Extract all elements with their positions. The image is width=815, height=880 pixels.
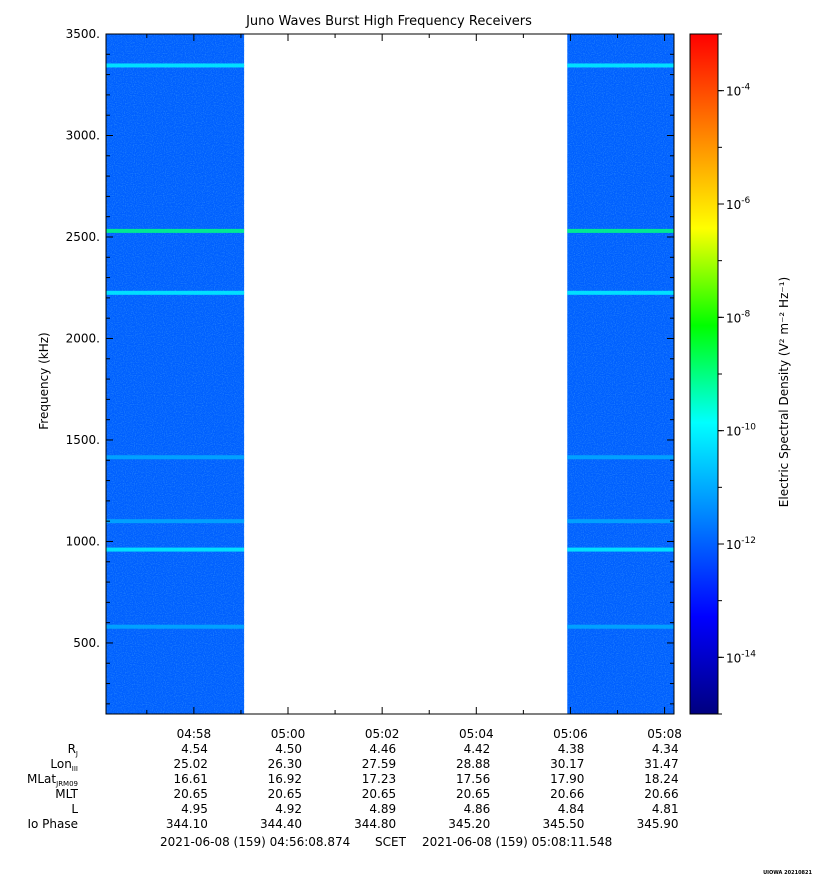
ephemeris-row-label: MLT bbox=[55, 787, 78, 801]
ephemeris-value: 4.84 bbox=[558, 802, 585, 816]
colorbar-ticks: 10-4 10-6 10-8 10-10 10-12 10-14 bbox=[718, 33, 756, 715]
y-axis-label: Frequency (kHz) bbox=[37, 332, 51, 429]
ephemeris-value: 4.54 bbox=[181, 742, 208, 756]
colorbar: 10-4 10-6 10-8 10-10 10-12 10-14 Electric Spe… bbox=[689, 33, 791, 715]
credit-stamp: UIOWA 20210821 bbox=[763, 870, 812, 876]
emission-line bbox=[567, 547, 674, 552]
ephemeris-value: 28.88 bbox=[456, 757, 490, 771]
y-tick-label: 1500. bbox=[66, 433, 100, 447]
colorbar-tick-label: 10-14 bbox=[726, 649, 756, 665]
emission-line bbox=[106, 624, 245, 629]
x-tick-label: 05:08 bbox=[647, 727, 682, 741]
time-end: 2021-06-08 (159) 05:08:11.548 bbox=[422, 835, 612, 849]
emission-line bbox=[567, 63, 674, 68]
ephemeris-value: 27.59 bbox=[362, 757, 396, 771]
ephemeris-value: 30.17 bbox=[550, 757, 584, 771]
emission-line bbox=[567, 624, 674, 629]
time-start: 2021-06-08 (159) 04:56:08.874 bbox=[160, 835, 350, 849]
emission-line bbox=[106, 455, 245, 460]
ephemeris-value: 345.90 bbox=[637, 817, 679, 831]
y-axis: 500. 1000. 1500. 2000. 2500. 3000. 3500. bbox=[66, 27, 674, 705]
colorbar-gradient bbox=[689, 33, 719, 715]
ephemeris-value: 344.10 bbox=[166, 817, 208, 831]
ephemeris-value: 4.46 bbox=[369, 742, 396, 756]
x-axis: 04:58 05:00 05:02 05:04 05:06 05:08 bbox=[146, 34, 682, 741]
emission-line bbox=[567, 455, 674, 460]
ephemeris-value: 345.20 bbox=[448, 817, 490, 831]
y-tick-label: 3500. bbox=[66, 27, 100, 41]
y-tick-label: 1000. bbox=[66, 534, 100, 548]
time-span: 2021-06-08 (159) 04:56:08.874 SCET 2021-… bbox=[160, 835, 612, 849]
y-tick-label: 3000. bbox=[66, 128, 100, 142]
ephemeris-value: 20.65 bbox=[174, 787, 208, 801]
ephemeris-value: 20.65 bbox=[456, 787, 490, 801]
spectrogram-data bbox=[106, 34, 674, 714]
ephemeris-value: 16.61 bbox=[174, 772, 208, 786]
time-frame: SCET bbox=[375, 835, 407, 849]
ephemeris-table: RJ 4.54 4.50 4.46 4.42 4.38 4.34 LonIII 25.02 26.… bbox=[27, 742, 679, 831]
ephemeris-value: 20.65 bbox=[362, 787, 396, 801]
x-tick-label: 05:02 bbox=[365, 727, 400, 741]
colorbar-label: Electric Spectral Density (V² m⁻² Hz⁻¹) bbox=[777, 277, 791, 507]
ephemeris-value: 4.38 bbox=[558, 742, 585, 756]
ephemeris-row-label: L bbox=[71, 802, 78, 816]
emission-line bbox=[106, 290, 245, 295]
colorbar-tick-label: 10-10 bbox=[726, 423, 756, 439]
ephemeris-value: 20.66 bbox=[644, 787, 678, 801]
ephemeris-value: 4.42 bbox=[464, 742, 491, 756]
ephemeris-value: 20.65 bbox=[268, 787, 302, 801]
ephemeris-value: 4.92 bbox=[275, 802, 302, 816]
ephemeris-row-label: MLatJRM09 bbox=[27, 772, 78, 788]
emission-line bbox=[567, 519, 674, 524]
ephemeris-value: 25.02 bbox=[174, 757, 208, 771]
ephemeris-value: 20.66 bbox=[550, 787, 584, 801]
x-tick-label: 04:58 bbox=[177, 727, 212, 741]
colorbar-tick-label: 10-8 bbox=[726, 309, 751, 325]
y-tick-label: 500. bbox=[73, 636, 100, 650]
ephemeris-value: 17.56 bbox=[456, 772, 490, 786]
ephemeris-value: 4.50 bbox=[275, 742, 302, 756]
ephemeris-value: 345.50 bbox=[542, 817, 584, 831]
ephemeris-value: 4.81 bbox=[652, 802, 679, 816]
ephemeris-value: 4.34 bbox=[652, 742, 679, 756]
ephemeris-value: 17.90 bbox=[550, 772, 584, 786]
emission-line bbox=[567, 290, 674, 295]
noise-texture bbox=[106, 34, 245, 714]
noise-texture bbox=[567, 34, 674, 714]
colorbar-tick-label: 10-4 bbox=[726, 83, 751, 99]
ephemeris-value: 344.40 bbox=[260, 817, 302, 831]
plot-frame bbox=[105, 33, 675, 715]
emission-line bbox=[106, 63, 245, 68]
ephemeris-value: 17.23 bbox=[362, 772, 396, 786]
x-tick-label: 05:00 bbox=[271, 727, 306, 741]
ephemeris-value: 16.92 bbox=[268, 772, 302, 786]
ephemeris-value: 344.80 bbox=[354, 817, 396, 831]
x-tick-label: 05:04 bbox=[459, 727, 494, 741]
emission-line bbox=[567, 228, 674, 233]
y-tick-label: 2000. bbox=[66, 331, 100, 345]
y-tick-label: 2500. bbox=[66, 230, 100, 244]
chart-title: Juno Waves Burst High Frequency Receiver… bbox=[245, 14, 532, 29]
ephemeris-value: 18.24 bbox=[644, 772, 678, 786]
ephemeris-value: 31.47 bbox=[644, 757, 678, 771]
emission-line bbox=[106, 228, 245, 233]
colorbar-tick-label: 10-12 bbox=[726, 536, 756, 552]
emission-line bbox=[106, 547, 245, 552]
ephemeris-row-label: RJ bbox=[68, 742, 78, 758]
ephemeris-row-label: LonIII bbox=[50, 757, 78, 773]
x-tick-label: 05:06 bbox=[553, 727, 588, 741]
colorbar-tick-label: 10-6 bbox=[726, 196, 751, 212]
ephemeris-value: 4.89 bbox=[369, 802, 396, 816]
emission-line bbox=[106, 519, 245, 524]
ephemeris-value: 4.86 bbox=[464, 802, 491, 816]
ephemeris-row-label: Io Phase bbox=[27, 817, 78, 831]
ephemeris-value: 26.30 bbox=[268, 757, 302, 771]
ephemeris-value: 4.95 bbox=[181, 802, 208, 816]
